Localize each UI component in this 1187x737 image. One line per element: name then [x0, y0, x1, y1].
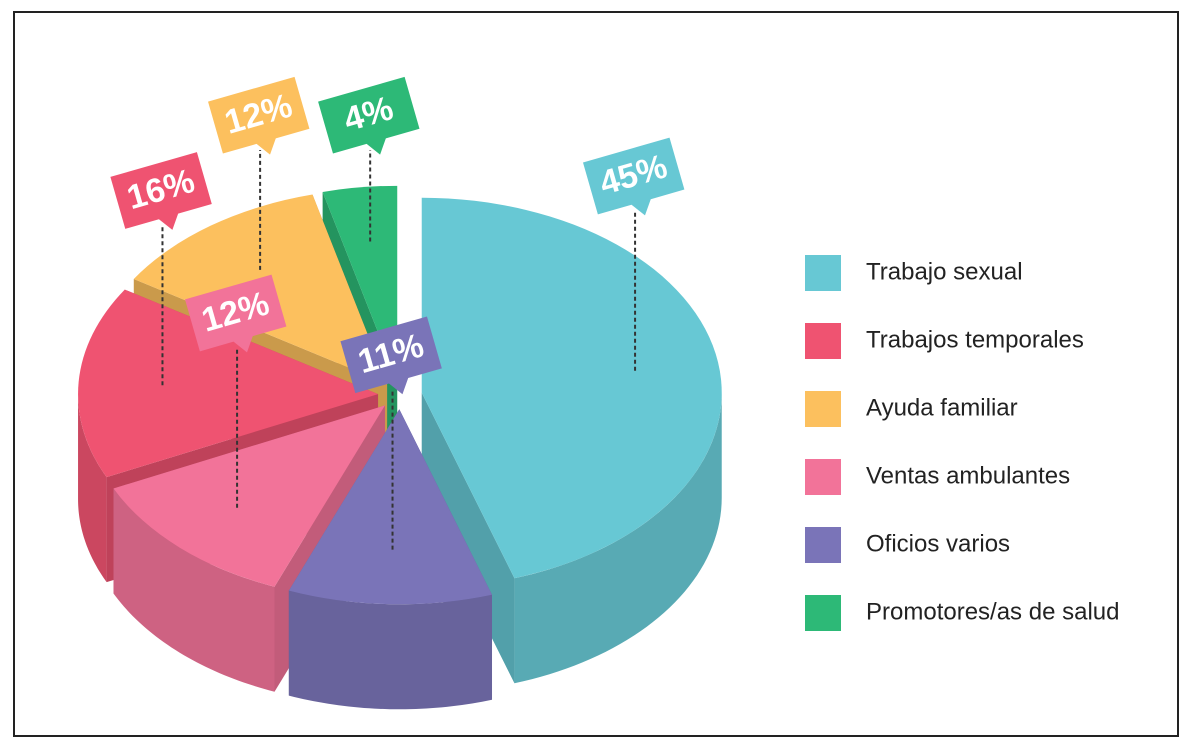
tag-shape	[110, 152, 212, 230]
slice	[78, 289, 379, 478]
value-tag: 11%	[340, 316, 442, 395]
legend-label: Oficios varios	[866, 530, 1010, 557]
tag-shape	[208, 76, 310, 155]
slice-side	[514, 392, 722, 684]
slice-side	[288, 590, 493, 710]
slice-side	[113, 488, 275, 692]
value-tag: 16%	[110, 152, 212, 230]
labels: 45%11%12%16%12% 4%	[110, 76, 685, 550]
legend-label: Trabajos temporales	[866, 326, 1084, 353]
tag-shape	[185, 274, 287, 353]
slice-tops	[78, 185, 722, 605]
value-tag: 12%	[208, 76, 310, 155]
slice	[113, 405, 385, 587]
legend-swatch	[805, 323, 841, 359]
legend-label: Promotores/as de salud	[866, 598, 1119, 625]
legend-swatch	[805, 595, 841, 631]
value-tag: 12%	[185, 274, 287, 353]
value-tag: 4%	[318, 76, 420, 155]
tag-shape	[318, 76, 420, 155]
legend-label: Ayuda familiar	[866, 394, 1018, 421]
slice	[288, 409, 493, 605]
slice	[421, 197, 722, 579]
tag-shape	[340, 316, 442, 395]
tag-shape	[582, 137, 685, 216]
legend-swatch	[805, 391, 841, 427]
legend-swatch	[805, 459, 841, 495]
legend-swatch	[805, 527, 841, 563]
legend-label: Ventas ambulantes	[866, 462, 1070, 489]
legend-label: Trabajo sexual	[866, 258, 1023, 285]
slice-side	[78, 394, 107, 583]
legend-swatch	[805, 255, 841, 291]
value-tag: 45%	[582, 137, 685, 216]
